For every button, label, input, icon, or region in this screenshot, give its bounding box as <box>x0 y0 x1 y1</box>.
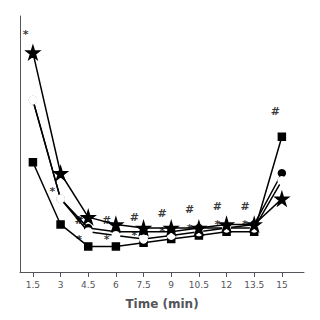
svg-text:4.5: 4.5 <box>81 280 95 290</box>
svg-text:#: # <box>102 214 111 227</box>
svg-text:*: * <box>104 233 110 246</box>
svg-text:Time (min): Time (min) <box>125 297 198 311</box>
svg-text:#: # <box>130 211 139 224</box>
svg-text:15: 15 <box>276 280 287 290</box>
svg-text:*: * <box>187 222 193 235</box>
svg-text:#: # <box>185 203 194 216</box>
svg-text:*: * <box>76 233 82 246</box>
svg-text:*: * <box>23 28 29 41</box>
svg-text:#: # <box>240 200 249 213</box>
svg-text:1.5: 1.5 <box>26 280 40 290</box>
svg-text:#: # <box>74 214 83 227</box>
svg-text:#: # <box>157 207 166 220</box>
svg-text:6: 6 <box>113 280 119 290</box>
svg-text:#: # <box>213 200 222 213</box>
svg-text:10.5: 10.5 <box>189 280 209 290</box>
svg-text:12: 12 <box>221 280 232 290</box>
svg-text:*: * <box>242 218 248 231</box>
svg-text:*: * <box>49 185 55 198</box>
svg-text:*: * <box>131 229 137 242</box>
svg-text:*: * <box>214 218 220 231</box>
svg-text:13.5: 13.5 <box>244 280 264 290</box>
svg-text:#: # <box>271 105 280 118</box>
svg-text:7.5: 7.5 <box>136 280 150 290</box>
svg-text:9: 9 <box>168 280 174 290</box>
svg-text:3: 3 <box>58 280 64 290</box>
svg-text:*: * <box>159 225 165 238</box>
